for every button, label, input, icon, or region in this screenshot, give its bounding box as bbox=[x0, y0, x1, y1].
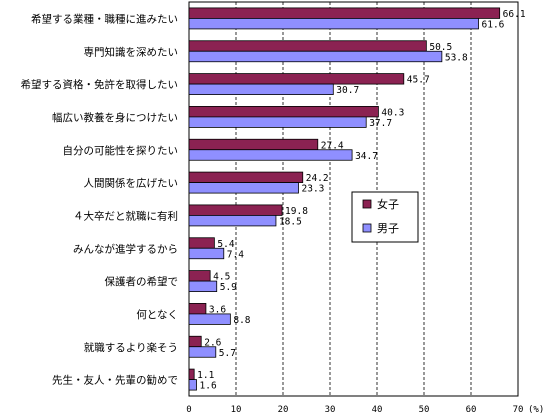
value-label-male: 1.6 bbox=[200, 381, 217, 392]
bar-female bbox=[188, 7, 501, 19]
bar-female bbox=[188, 237, 215, 249]
bar-male bbox=[188, 83, 334, 95]
legend-label-female: 女子 bbox=[377, 197, 399, 211]
bar-male bbox=[188, 346, 217, 358]
value-label-male: 61.6 bbox=[482, 19, 505, 30]
bar-male bbox=[188, 215, 277, 227]
value-label-male: 7.4 bbox=[227, 249, 244, 260]
bar-male bbox=[188, 379, 197, 391]
plot-frame bbox=[188, 1, 519, 397]
value-label-female: 45.7 bbox=[407, 75, 430, 86]
bar-female bbox=[188, 303, 207, 315]
bar-female bbox=[188, 138, 319, 151]
value-label-female: 4.5 bbox=[213, 272, 230, 283]
legend-box bbox=[351, 191, 419, 243]
value-label-male: 37.7 bbox=[369, 118, 392, 129]
bar-male bbox=[188, 280, 218, 292]
legend-label-male: 男子 bbox=[377, 222, 399, 235]
value-label-male: 5.7 bbox=[219, 348, 236, 359]
value-label-male: 5.9 bbox=[220, 282, 237, 293]
category-label: ４大卒だと就職に有利 bbox=[73, 209, 178, 222]
value-label-female: 1.1 bbox=[197, 370, 214, 381]
bar-male bbox=[188, 18, 479, 30]
bar-male bbox=[188, 313, 231, 325]
x-unit-label: (%) bbox=[528, 405, 544, 415]
category-label: 就職するより楽そう bbox=[84, 341, 178, 354]
value-label-female: 19.8 bbox=[285, 206, 308, 217]
bar-male bbox=[188, 182, 299, 194]
x-tick-label: 0 bbox=[186, 405, 191, 415]
legend-swatch-female bbox=[362, 199, 372, 209]
category-label: 希望する業種・職種に進みたい bbox=[31, 12, 178, 25]
bar-female bbox=[188, 73, 405, 85]
bar-male bbox=[188, 116, 367, 128]
value-label-male: 34.7 bbox=[355, 151, 378, 162]
bar-female bbox=[188, 106, 379, 118]
x-tick-label: 20 bbox=[278, 405, 289, 415]
bar-female bbox=[188, 270, 211, 282]
value-label-female: 3.6 bbox=[209, 304, 226, 315]
bar-male bbox=[188, 247, 225, 260]
value-label-female: 66.1 bbox=[503, 9, 526, 20]
x-tick-label: 30 bbox=[325, 405, 336, 415]
value-label-male: 23.3 bbox=[302, 184, 325, 195]
category-label: みんなが進学するから bbox=[73, 242, 178, 255]
category-label: 希望する資格・免許を取得したい bbox=[21, 78, 179, 91]
value-label-female: 2.6 bbox=[204, 337, 221, 348]
value-label-male: 8.8 bbox=[233, 315, 250, 326]
category-label: 自分の可能性を探りたい bbox=[63, 144, 179, 157]
category-label: 保護者の希望で bbox=[105, 275, 179, 288]
category-label: 専門知識を深めたい bbox=[84, 45, 179, 58]
value-label-female: 5.4 bbox=[217, 239, 234, 250]
category-label: 人間関係を広げたい bbox=[84, 177, 179, 190]
x-tick-label: 70 bbox=[513, 405, 524, 415]
value-label-male: 30.7 bbox=[336, 85, 359, 96]
bar-female bbox=[188, 171, 304, 183]
bar-female bbox=[188, 335, 202, 348]
value-label-male: 53.8 bbox=[445, 52, 468, 63]
bar-female bbox=[188, 204, 283, 216]
bar-female bbox=[188, 40, 427, 52]
x-tick-label: 50 bbox=[419, 405, 430, 415]
x-tick-label: 40 bbox=[372, 405, 383, 415]
bar-female bbox=[188, 368, 195, 380]
value-label-female: 50.5 bbox=[429, 42, 452, 53]
value-label-female: 40.3 bbox=[381, 107, 404, 118]
x-tick-label: 60 bbox=[466, 405, 477, 415]
value-label-female: 24.2 bbox=[306, 173, 329, 184]
bar-male bbox=[188, 50, 443, 63]
value-label-female: 27.4 bbox=[321, 140, 344, 151]
legend-swatch-male bbox=[362, 223, 372, 233]
category-label: 何となく bbox=[136, 308, 178, 321]
value-label-male: 18.5 bbox=[279, 216, 302, 227]
category-label: 先生・友人・先輩の勧めで bbox=[52, 374, 178, 387]
category-label: 幅広い教養を身につけたい bbox=[52, 111, 178, 124]
x-tick-label: 10 bbox=[231, 405, 242, 415]
bar-male bbox=[188, 149, 353, 161]
